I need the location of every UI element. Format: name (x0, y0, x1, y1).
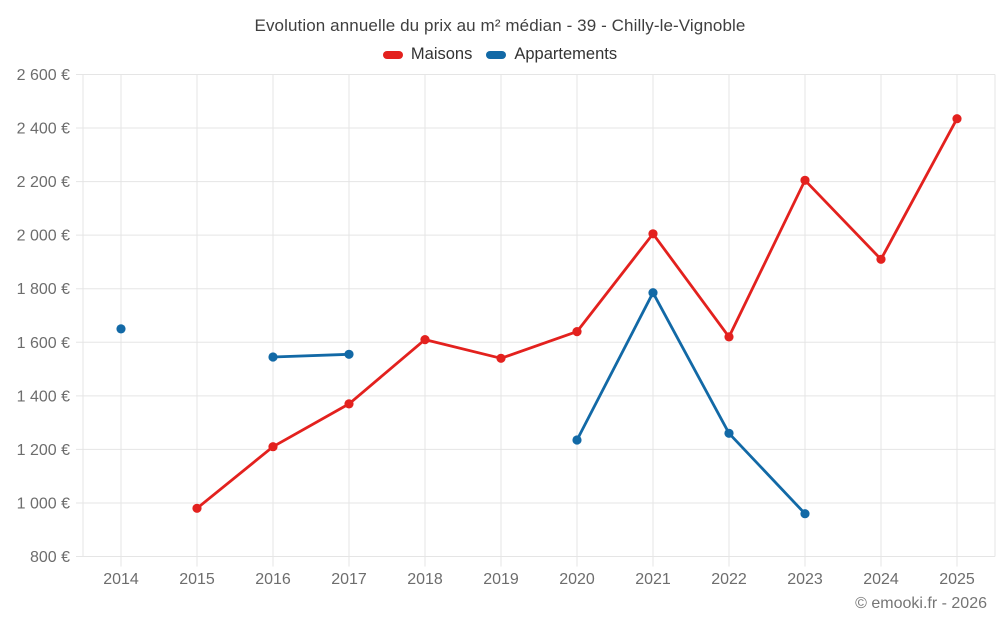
legend-label-maisons: Maisons (410, 45, 473, 63)
point-maisons-2018[interactable] (420, 335, 430, 345)
point-appartements-2017[interactable] (344, 349, 354, 359)
y-axis-label: 1 200 € (17, 442, 70, 459)
y-axis-label: 1 600 € (17, 335, 70, 352)
point-appartements-2020[interactable] (572, 435, 582, 445)
point-maisons-2019[interactable] (496, 353, 506, 363)
series-line-appartements (271, 291, 807, 516)
x-axis-label: 2017 (331, 571, 367, 588)
point-maisons-2020[interactable] (572, 327, 582, 337)
point-appartements-2014[interactable] (116, 324, 126, 334)
point-maisons-2022[interactable] (724, 332, 734, 342)
point-maisons-2015[interactable] (192, 503, 202, 513)
point-appartements-2016[interactable] (268, 352, 278, 362)
x-axis-label: 2014 (103, 571, 139, 588)
x-axis-label: 2023 (787, 571, 823, 588)
point-appartements-2023[interactable] (800, 509, 810, 519)
point-maisons-2023[interactable] (800, 175, 810, 185)
x-axis-label: 2018 (407, 571, 443, 588)
y-axis-label: 2 200 € (17, 174, 70, 191)
legend-item-appartements[interactable]: Appartements (486, 45, 617, 64)
legend-label-appartements: Appartements (514, 45, 618, 63)
x-axis-label: 2019 (483, 571, 519, 588)
point-maisons-2025[interactable] (952, 114, 962, 124)
y-axis-label: 1 000 € (17, 495, 70, 512)
y-axis-label: 2 000 € (17, 228, 70, 245)
y-axis-label: 1 800 € (17, 281, 70, 298)
x-axis-label: 2021 (635, 571, 671, 588)
y-axis-label: 800 € (30, 549, 70, 566)
x-axis-label: 2025 (939, 571, 975, 588)
maisons-legend-swatch-icon (382, 50, 403, 59)
x-axis-label: 2015 (179, 571, 215, 588)
point-maisons-2016[interactable] (268, 442, 278, 452)
point-appartements-2022[interactable] (724, 428, 734, 438)
x-axis-label: 2020 (559, 571, 595, 588)
appartements-legend-swatch-icon (486, 50, 507, 59)
legend: Maisons Appartements (0, 45, 1000, 64)
point-maisons-2017[interactable] (344, 399, 354, 409)
point-maisons-2024[interactable] (876, 254, 886, 264)
x-axis-label: 2022 (711, 571, 747, 588)
y-axis-label: 2 400 € (17, 121, 70, 138)
copyright-credit: © emooki.fr - 2026 (855, 595, 987, 612)
chart-title: Evolution annuelle du prix au m² médian … (254, 16, 746, 35)
point-maisons-2021[interactable] (648, 229, 658, 239)
point-appartements-2021[interactable] (648, 288, 658, 298)
x-axis-label: 2016 (255, 571, 291, 588)
legend-item-maisons[interactable]: Maisons (382, 45, 473, 64)
x-axis-label: 2024 (863, 571, 899, 588)
y-axis-label: 1 400 € (17, 388, 70, 405)
y-axis-label: 2 600 € (17, 67, 70, 84)
